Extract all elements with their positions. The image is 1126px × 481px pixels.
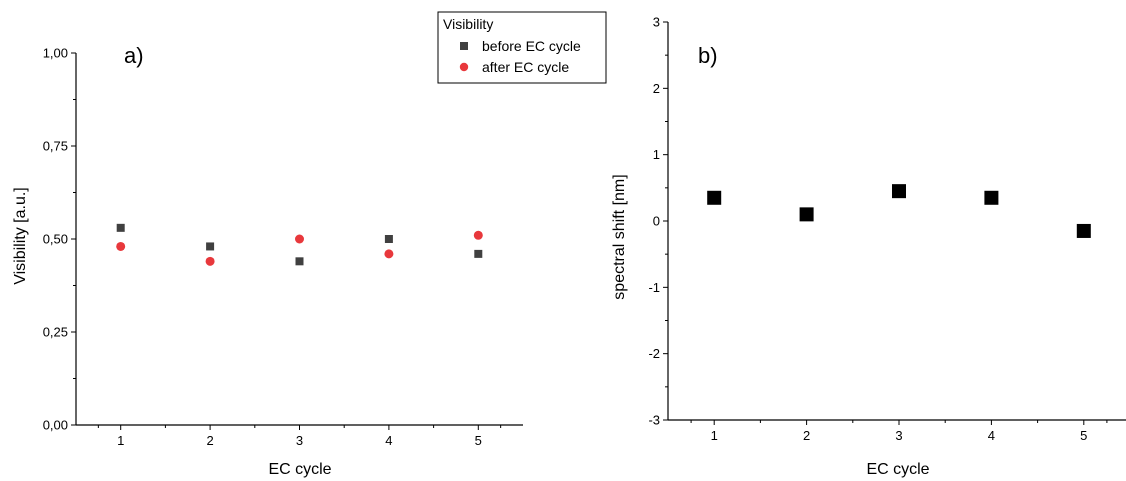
panel-label-b: b) [698, 43, 718, 68]
x-axis-label-b: EC cycle [866, 461, 929, 478]
y-axis-label-b: spectral shift [nm] [611, 174, 628, 299]
y-tick-label-b: 2 [653, 81, 660, 96]
y-tick-label-a: 0,00 [43, 418, 68, 433]
y-axis-label-a: Visibility [a.u.] [12, 187, 29, 285]
y-tick-label-b: 3 [653, 15, 660, 30]
y-tick-label-b: -1 [648, 280, 660, 295]
y-tick-label-b: -2 [648, 346, 660, 361]
data-point-b-s0 [984, 190, 999, 205]
y-tick-label-b: 0 [653, 214, 660, 229]
data-point-a-s0 [206, 242, 215, 251]
data-point-a-s1 [384, 249, 394, 259]
data-point-a-s1 [473, 230, 483, 240]
legend-marker-before [460, 42, 468, 50]
data-point-a-s0 [295, 257, 304, 266]
data-point-a-s1 [295, 234, 304, 244]
x-tick-label-b: 1 [711, 428, 718, 443]
data-marks-a [116, 223, 483, 266]
x-tick-label-a: 1 [117, 433, 124, 448]
y-tick-label-a: 0,50 [43, 232, 68, 247]
x-tick-label-a: 3 [296, 433, 303, 448]
y-tick-label-a: 1,00 [43, 46, 68, 61]
legend-marker-after [459, 62, 469, 72]
data-point-b-s0 [892, 184, 906, 199]
x-tick-label-a: 2 [206, 433, 213, 448]
data-point-b-s0 [707, 190, 722, 205]
data-point-b-s0 [799, 207, 814, 222]
data-point-a-s1 [116, 241, 126, 251]
x-tick-label-a: 5 [475, 433, 482, 448]
y-tick-label-b: 1 [653, 147, 660, 162]
x-tick-label-b: 3 [895, 428, 902, 443]
panel-label-a: a) [124, 43, 144, 68]
data-point-a-s0 [384, 235, 393, 243]
y-tick-label-b: -3 [648, 413, 660, 428]
x-axis-label-a: EC cycle [268, 461, 331, 478]
x-tick-label-a: 4 [385, 433, 392, 448]
chart-panel-a: a) Visibility [a.u.] EC cycle 0,000,250,… [12, 11, 607, 478]
legend-label-after: after EC cycle [482, 59, 569, 75]
axes-b: -3 -2 -1 0 1 2 3 1 2 3 4 5 [648, 15, 1126, 443]
data-point-b-s0 [1076, 223, 1091, 238]
x-tick-label-b: 5 [1080, 428, 1087, 443]
data-point-a-s1 [205, 256, 215, 266]
axes-a: 0,00 0,25 0,50 0,75 1,00 1 2 3 4 5 [43, 46, 523, 448]
data-point-a-s0 [474, 249, 483, 258]
legend-a: Visibility before EC cycle after EC cycl… [437, 11, 607, 84]
y-tick-label-a: 0,75 [43, 139, 68, 154]
x-tick-label-b: 4 [988, 428, 995, 443]
x-tick-label-b: 2 [803, 428, 810, 443]
legend-label-before: before EC cycle [482, 38, 581, 54]
data-marks-b [707, 184, 1091, 238]
y-tick-label-a: 0,25 [43, 325, 68, 340]
legend-title: Visibility [443, 16, 493, 32]
chart-panel-b: b) spectral shift [nm] EC cycle -3 -2 -1 0 1… [611, 15, 1126, 478]
data-point-a-s0 [116, 223, 125, 232]
